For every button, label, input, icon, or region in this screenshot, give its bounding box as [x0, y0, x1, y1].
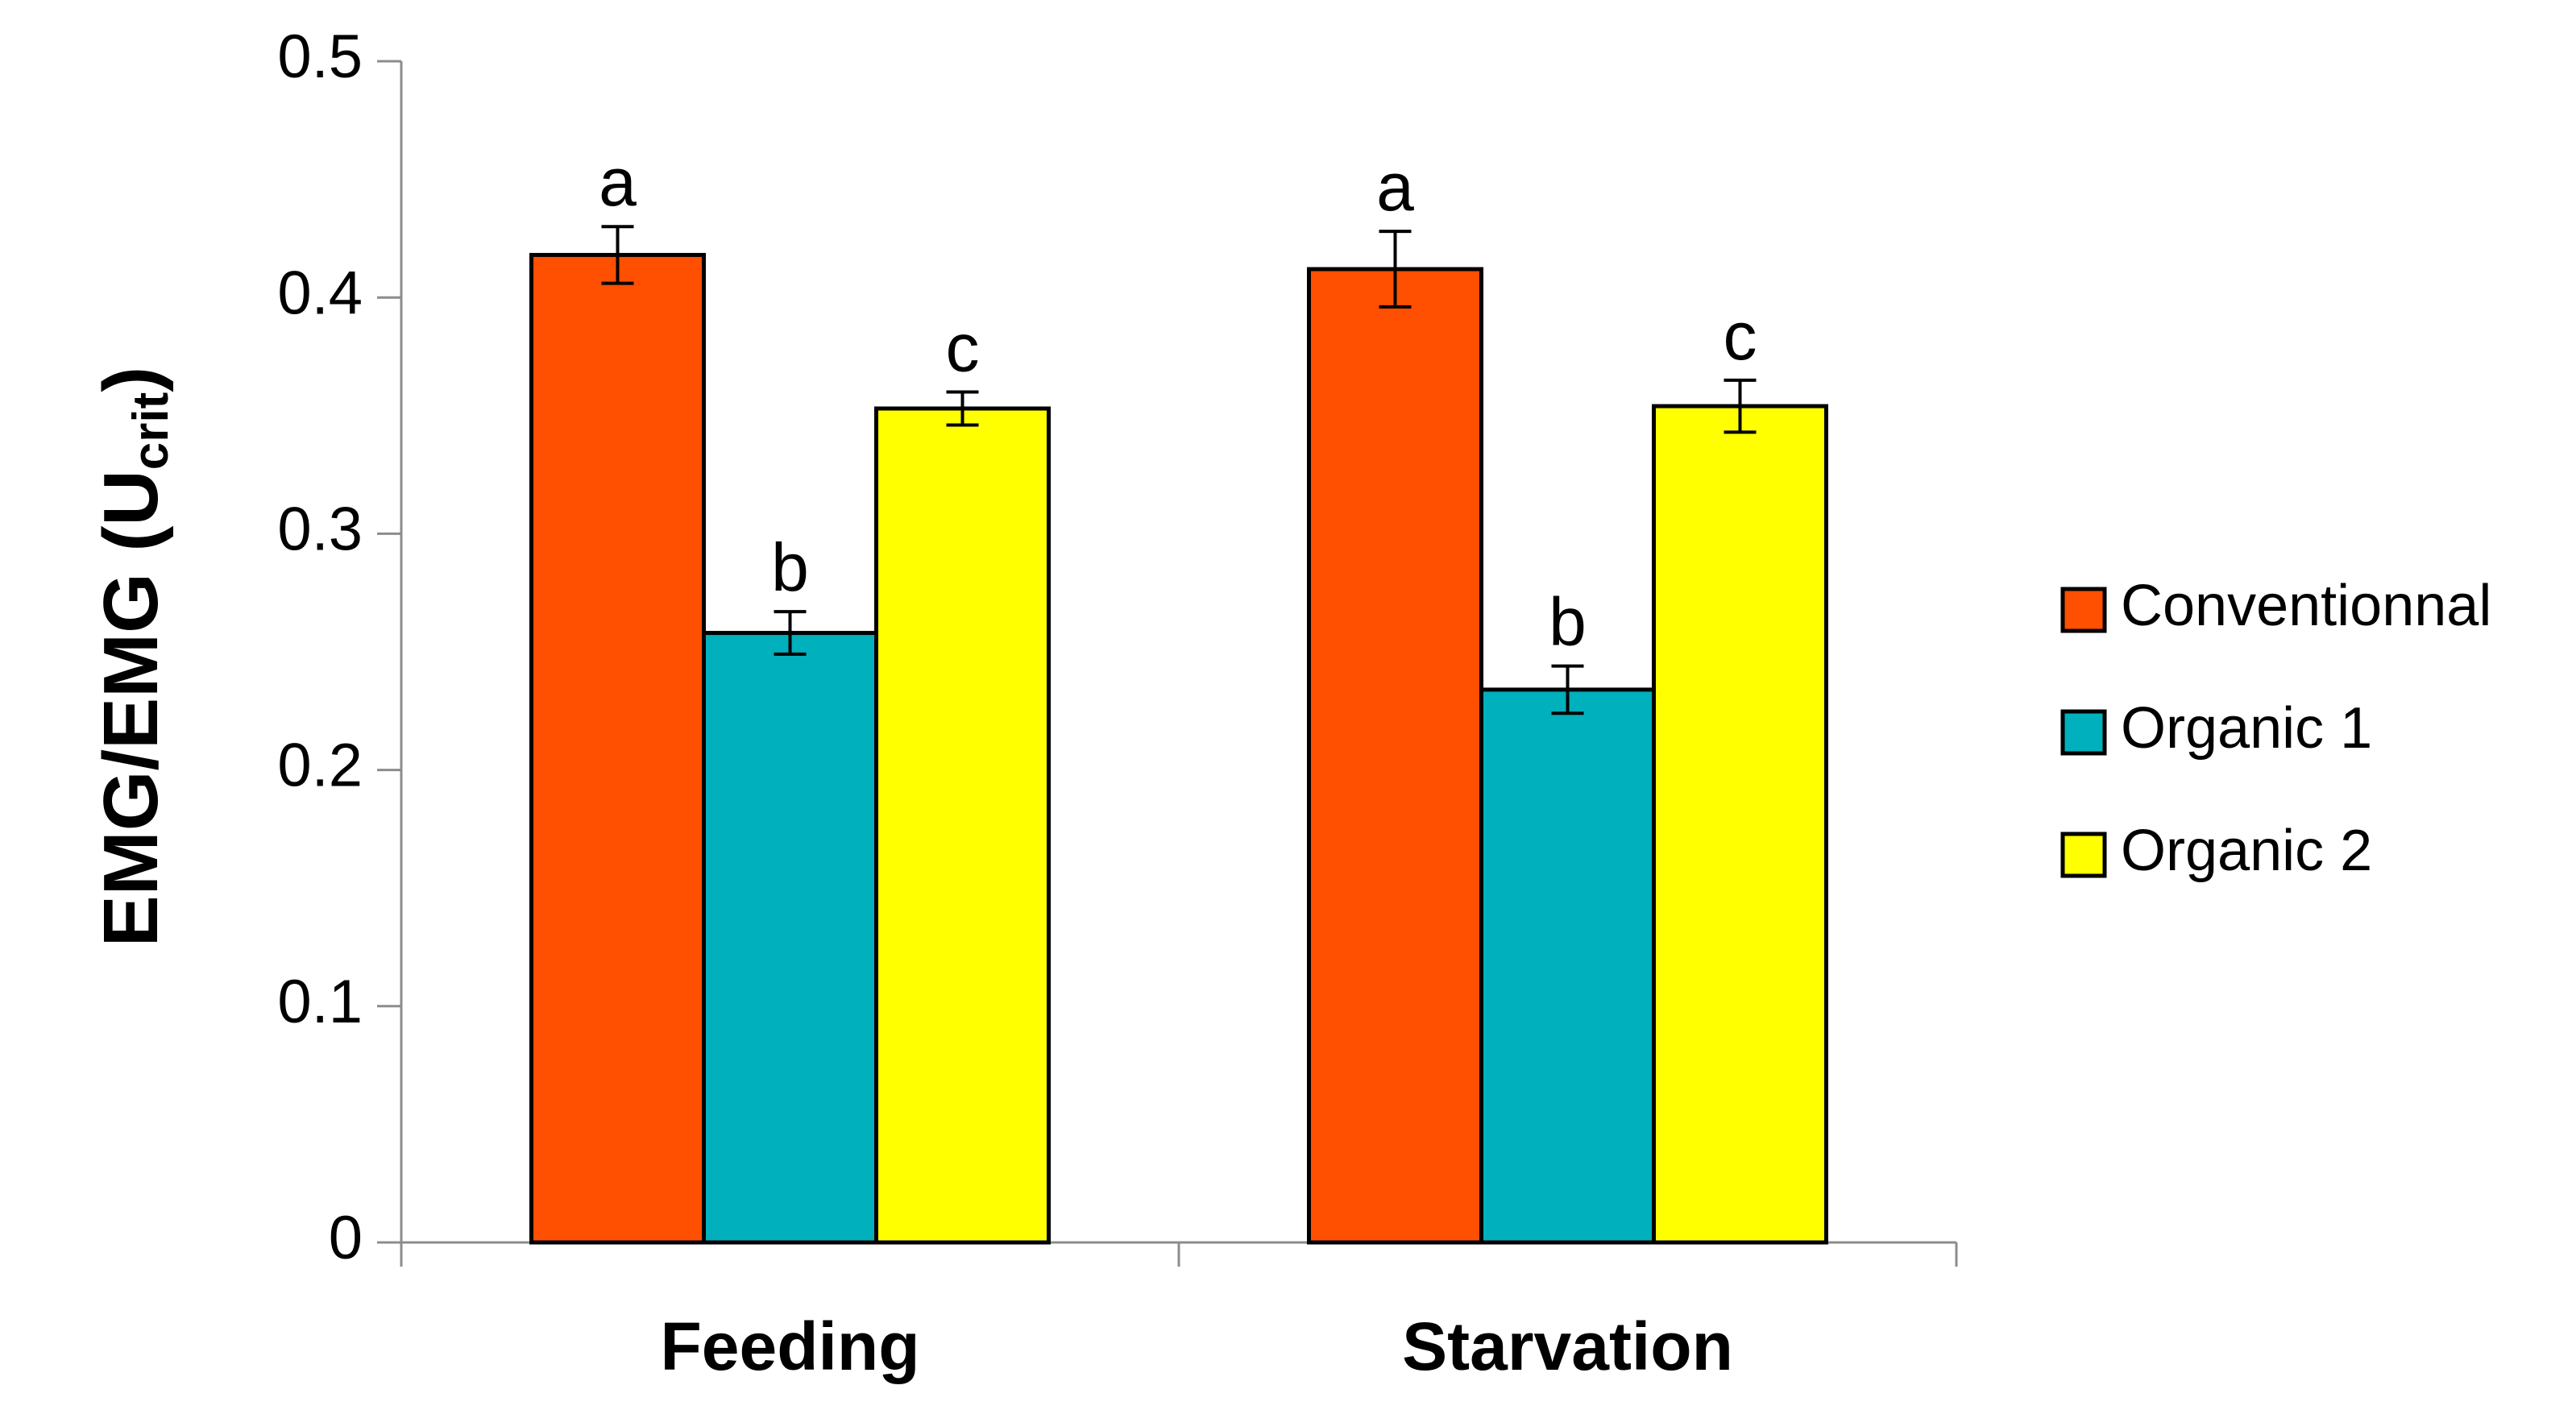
bar-conventionnal-starvation	[1307, 267, 1483, 1245]
y-tick-label: 0.1	[277, 968, 363, 1036]
bar-conventionnal-feeding	[529, 252, 706, 1245]
legend-swatch	[2060, 587, 2107, 633]
y-axis-title-main: EMG/EMG (U	[88, 470, 174, 947]
bars	[529, 252, 1828, 1245]
y-axis-title-subscript: crit	[123, 392, 179, 470]
significance-letters: a b c a b c	[599, 144, 1757, 659]
significance-letter: b	[771, 529, 809, 605]
y-tick-label: 0.4	[277, 259, 363, 327]
legend-item-conventionnal: Conventionnal	[2060, 574, 2491, 638]
bar-organic-1-starvation	[1479, 687, 1656, 1245]
legend: Conventionnal Organic 1 Organic 2	[2060, 574, 2491, 883]
y-tick-label: 0.5	[277, 23, 363, 91]
category-labels: Feeding Starvation	[660, 1309, 1732, 1384]
y-tick-label: 0.2	[277, 732, 363, 800]
legend-swatch	[2060, 709, 2107, 756]
bar-organic-2-starvation	[1652, 404, 1828, 1245]
significance-letter: c	[946, 309, 980, 385]
legend-label: Organic 2	[2121, 819, 2372, 883]
y-axis-title-close: )	[88, 367, 174, 392]
legend-swatch	[2060, 832, 2107, 878]
bar-organic-1-feeding	[702, 631, 878, 1245]
error-bars	[601, 225, 1757, 715]
legend-item-organic-1: Organic 1	[2060, 696, 2372, 761]
y-tick-label: 0	[329, 1204, 363, 1272]
x-axis	[400, 1241, 1958, 1267]
category-label-starvation: Starvation	[1402, 1309, 1733, 1384]
y-axis-title: EMG/EMG (Ucrit)	[88, 367, 179, 947]
y-axis: 0 0.1 0.2 0.3 0.4 0.5	[277, 23, 403, 1272]
legend-item-organic-2: Organic 2	[2060, 819, 2372, 883]
significance-letter: a	[1376, 149, 1414, 225]
category-label-feeding: Feeding	[660, 1309, 919, 1384]
significance-letter: b	[1549, 584, 1587, 660]
legend-label: Organic 1	[2121, 696, 2372, 761]
bar-organic-2-feeding	[874, 406, 1051, 1245]
y-tick-label: 0.3	[277, 495, 363, 563]
significance-letter: a	[599, 144, 637, 220]
significance-letter: c	[1724, 298, 1757, 374]
legend-label: Conventionnal	[2121, 574, 2491, 638]
